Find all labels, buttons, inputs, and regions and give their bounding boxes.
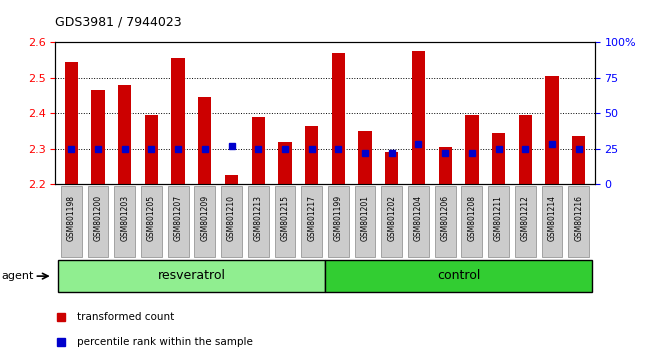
Bar [91, 90, 105, 184]
Bar [439, 147, 452, 184]
Bar [545, 76, 559, 184]
FancyBboxPatch shape [301, 186, 322, 257]
FancyBboxPatch shape [408, 186, 429, 257]
Text: GSM801207: GSM801207 [174, 195, 183, 241]
Text: resveratrol: resveratrol [157, 269, 226, 282]
FancyBboxPatch shape [325, 260, 592, 292]
Text: GSM801215: GSM801215 [280, 195, 289, 241]
Text: GSM801217: GSM801217 [307, 195, 316, 241]
Bar [519, 115, 532, 184]
FancyBboxPatch shape [248, 186, 268, 257]
Text: GSM801205: GSM801205 [147, 195, 156, 241]
Bar [332, 53, 345, 184]
Bar [64, 62, 78, 184]
Bar [492, 133, 505, 184]
Bar [252, 117, 265, 184]
Text: GSM801200: GSM801200 [94, 195, 103, 241]
Text: GSM801214: GSM801214 [547, 195, 556, 241]
Bar [278, 142, 292, 184]
Bar [572, 136, 586, 184]
Text: GSM801210: GSM801210 [227, 195, 236, 241]
Bar [385, 152, 398, 184]
FancyBboxPatch shape [141, 186, 162, 257]
Text: GSM801203: GSM801203 [120, 195, 129, 241]
Bar [118, 85, 131, 184]
Text: GSM801208: GSM801208 [467, 195, 476, 241]
FancyBboxPatch shape [568, 186, 589, 257]
Text: GSM801209: GSM801209 [200, 195, 209, 241]
Text: GSM801204: GSM801204 [414, 195, 423, 241]
Bar [358, 131, 372, 184]
FancyBboxPatch shape [382, 186, 402, 257]
FancyBboxPatch shape [221, 186, 242, 257]
Text: GSM801198: GSM801198 [67, 195, 76, 241]
Text: percentile rank within the sample: percentile rank within the sample [77, 337, 253, 347]
FancyBboxPatch shape [168, 186, 188, 257]
FancyBboxPatch shape [488, 186, 509, 257]
FancyBboxPatch shape [328, 186, 349, 257]
FancyBboxPatch shape [355, 186, 376, 257]
Text: GSM801216: GSM801216 [574, 195, 583, 241]
Text: agent: agent [1, 271, 34, 281]
FancyBboxPatch shape [462, 186, 482, 257]
Bar [412, 51, 425, 184]
Bar [172, 58, 185, 184]
Text: transformed count: transformed count [77, 312, 174, 322]
Text: GDS3981 / 7944023: GDS3981 / 7944023 [55, 16, 182, 29]
FancyBboxPatch shape [58, 260, 325, 292]
Text: control: control [437, 269, 480, 282]
Bar [465, 115, 478, 184]
Text: GSM801212: GSM801212 [521, 195, 530, 241]
FancyBboxPatch shape [88, 186, 109, 257]
Text: GSM801211: GSM801211 [494, 195, 503, 241]
Text: GSM801213: GSM801213 [254, 195, 263, 241]
Text: GSM801206: GSM801206 [441, 195, 450, 241]
FancyBboxPatch shape [114, 186, 135, 257]
FancyBboxPatch shape [541, 186, 562, 257]
Bar [305, 126, 318, 184]
Bar [225, 175, 238, 184]
Bar [198, 97, 211, 184]
Bar [145, 115, 158, 184]
FancyBboxPatch shape [515, 186, 536, 257]
FancyBboxPatch shape [435, 186, 456, 257]
Text: GSM801201: GSM801201 [361, 195, 370, 241]
Text: GSM801199: GSM801199 [334, 195, 343, 241]
FancyBboxPatch shape [61, 186, 82, 257]
Text: GSM801202: GSM801202 [387, 195, 396, 241]
FancyBboxPatch shape [274, 186, 295, 257]
FancyBboxPatch shape [194, 186, 215, 257]
